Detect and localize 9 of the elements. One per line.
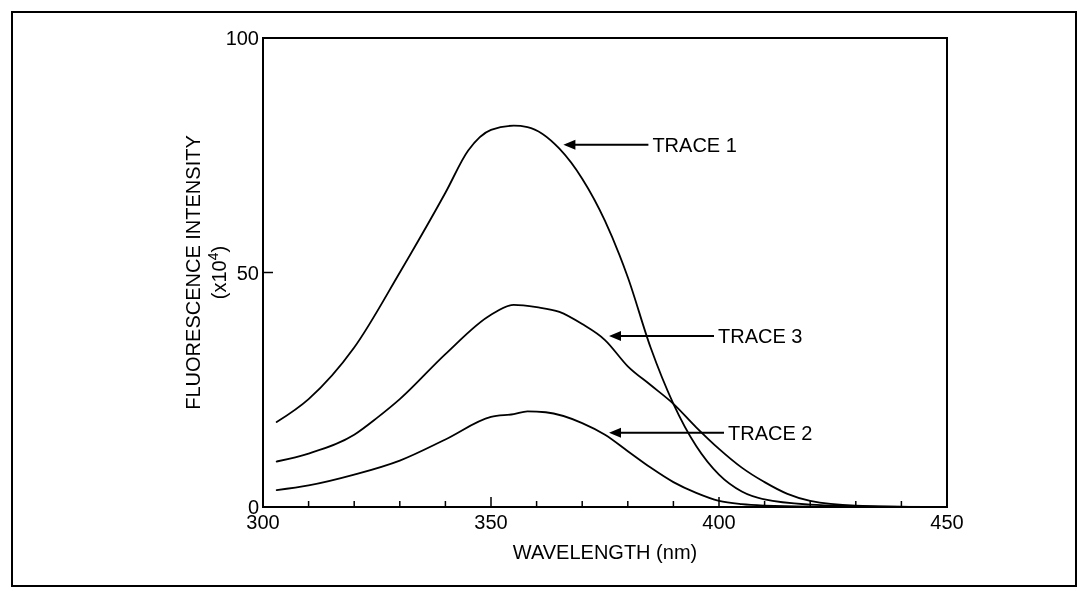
x-tick-label: 350 (474, 511, 508, 533)
annotation: TRACE 3 (718, 325, 803, 348)
x-tick-label: 450 (930, 511, 964, 533)
y-tick-label: 100 (225, 27, 259, 49)
y-tick-label: 50 (236, 261, 259, 284)
annotation: TRACE 2 (728, 421, 813, 444)
x-axis-title: WAVELENGTH (nm) (512, 541, 698, 563)
annotation: TRACE 1 (652, 133, 737, 156)
x-tick-label: 400 (702, 511, 736, 533)
